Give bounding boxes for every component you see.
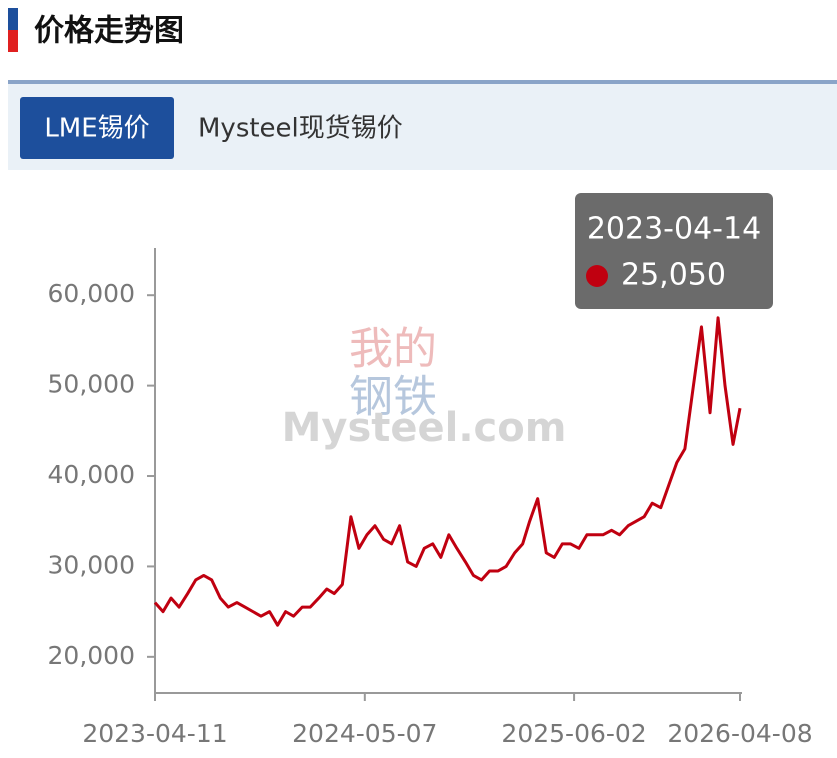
y-tick-label: 50,000 (48, 370, 135, 399)
tab-label[interactable]: Mysteel现货锡价 (198, 114, 403, 144)
title-mark-top (8, 8, 18, 30)
y-tick-label: 30,000 (48, 550, 135, 579)
tooltip-dot (586, 265, 608, 287)
title-mark-bottom (8, 30, 18, 52)
watermark: 我的 钢铁 Mysteel.com (282, 324, 567, 452)
price-line (153, 316, 742, 627)
divider (8, 80, 837, 84)
watermark-text: 钢铁 (349, 372, 437, 423)
watermark-text: 我的 (349, 324, 437, 375)
tooltip-value: 25,050 (621, 258, 726, 293)
tooltip-date: 2023-04-14 (587, 212, 761, 247)
tab-label[interactable]: LME锡价 (44, 114, 149, 144)
page-title: 价格走势图 (34, 14, 184, 49)
tab-active[interactable] (20, 97, 174, 159)
plot: 20,000 30,000 40,000 50,000 60,000 2023-04-11… (48, 248, 813, 748)
tooltip (575, 193, 773, 309)
x-tick-label: 2025-06-02 (501, 719, 646, 748)
y-tick-label: 60,000 (48, 279, 135, 308)
x-tick-label: 2023-04-11 (82, 719, 227, 748)
y-tick-label: 20,000 (48, 641, 135, 670)
x-tick-label: 2024-05-07 (292, 719, 437, 748)
watermark-text: Mysteel.com (282, 405, 567, 451)
x-tick-label: 2026-04-08 (667, 719, 812, 748)
y-tick-label: 40,000 (48, 460, 135, 489)
